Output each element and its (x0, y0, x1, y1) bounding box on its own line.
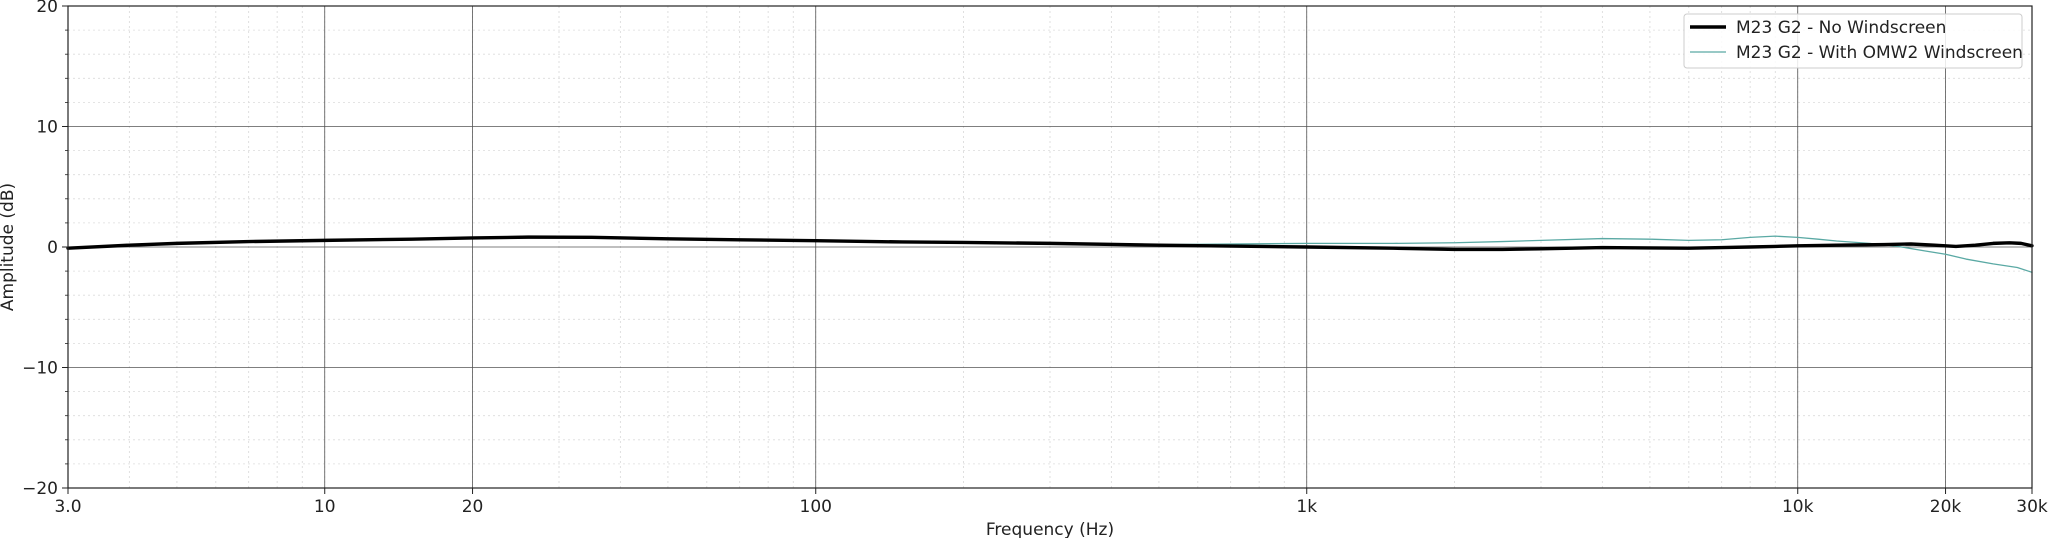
x-tick-label: 10 (314, 497, 336, 517)
series-line-with-windscreen (1049, 235, 2033, 273)
legend-box (1683, 13, 2023, 69)
x-tick-label: 1k (1296, 497, 1317, 517)
y-tick-label: 0 (47, 238, 58, 258)
legend: M23 G2 - No Windscreen M23 G2 - With OMW… (1683, 13, 2023, 69)
legend-label-with-windscreen: M23 G2 - With OMW2 Windscreen (1736, 43, 2023, 63)
x-axis-label: Frequency (Hz) (986, 520, 1114, 538)
series-line-no-windscreen (66, 235, 2034, 252)
y-tick-label: −20 (22, 479, 58, 499)
legend-label-no-windscreen: M23 G2 - No Windscreen (1736, 18, 1946, 38)
axis-ticks (62, 5, 2033, 494)
x-tick-label: 10k (1782, 497, 1814, 517)
x-tick-label: 20k (1930, 497, 1962, 517)
y-tick-label: 10 (36, 118, 58, 138)
x-tick-label: 30k (2016, 497, 2048, 517)
y-tick-label: −10 (22, 359, 58, 379)
x-tick-label: 20 (462, 497, 484, 517)
y-tick-label: 20 (36, 0, 58, 17)
x-tick-label: 3.0 (54, 497, 81, 517)
y-axis-label: Amplitude (dB) (0, 183, 18, 311)
x-tick-label: 100 (800, 497, 832, 517)
series-layer (66, 235, 2034, 273)
